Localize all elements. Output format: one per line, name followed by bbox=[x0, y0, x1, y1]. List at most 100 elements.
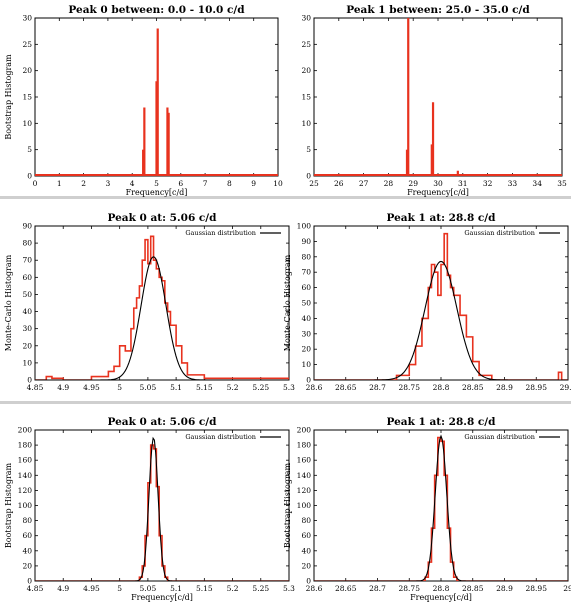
x-tick-label: 5.3 bbox=[283, 584, 295, 593]
y-tick-label: 30 bbox=[22, 14, 32, 23]
x-tick-label: 1 bbox=[57, 179, 62, 188]
gaussian-fit-curve bbox=[314, 260, 568, 380]
histogram-steps bbox=[314, 232, 568, 380]
x-tick-label: 5.05 bbox=[140, 584, 157, 593]
x-tick-label: 31 bbox=[458, 179, 468, 188]
y-tick-label: 25 bbox=[301, 40, 311, 49]
x-tick-label: 5.15 bbox=[196, 383, 213, 392]
y-tick-label: 0 bbox=[306, 577, 311, 586]
legend-label: Gaussian distribution bbox=[464, 433, 535, 441]
chart-panel-0: Peak 0 between: 0.0 - 10.0 c/d 0 1 2 3 4 5 6 7 8 9… bbox=[4, 4, 283, 197]
x-tick-label: 6 bbox=[178, 179, 183, 188]
y-tick-label: 70 bbox=[22, 256, 32, 265]
x-tick-label: 28.95 bbox=[526, 584, 548, 593]
y-tick-label: 80 bbox=[301, 516, 311, 525]
x-tick-label: 30 bbox=[433, 179, 443, 188]
y-axis-label: Monte-Carlo Histogram bbox=[283, 254, 292, 351]
x-tick-label: 4.9 bbox=[57, 584, 69, 593]
x-tick-label: 28.75 bbox=[399, 584, 421, 593]
legend-label: Gaussian distribution bbox=[464, 229, 535, 237]
x-tick-label: 5.3 bbox=[283, 383, 295, 392]
chart-panel-2: Peak 0 at: 5.06 c/d 4.85 4.9 4.95 5 5.05 5.1 5.… bbox=[4, 212, 295, 392]
y-tick-label: 120 bbox=[297, 486, 312, 495]
x-tick-label: 4.9 bbox=[57, 383, 69, 392]
y-tick-label: 200 bbox=[18, 426, 33, 435]
x-tick-label: 5.05 bbox=[140, 383, 157, 392]
x-tick-label: 28.9 bbox=[496, 584, 513, 593]
histogram-steps bbox=[35, 235, 289, 380]
y-tick-label: 30 bbox=[301, 329, 311, 338]
y-tick-label: 0 bbox=[27, 376, 32, 385]
chart-panel-3: Peak 1 at: 28.8 c/d 28.6 28.65 28.7 28.75 28.… bbox=[283, 212, 571, 392]
x-tick-label: 28.9 bbox=[496, 383, 513, 392]
gaussian-fit-curve bbox=[314, 434, 568, 581]
y-tick-label: 5 bbox=[27, 145, 32, 154]
x-tick-label: 25 bbox=[309, 179, 319, 188]
plot-frame bbox=[313, 17, 563, 177]
y-tick-label: 60 bbox=[22, 531, 32, 540]
chart-panel-5: Peak 1 at: 28.8 c/d 28.6 28.65 28.7 28.75 28.… bbox=[283, 416, 571, 602]
gaussian-fit-curve bbox=[35, 256, 289, 380]
plot-frame bbox=[34, 225, 290, 381]
x-tick-label: 33 bbox=[508, 179, 518, 188]
x-tick-label: 28.8 bbox=[433, 383, 450, 392]
y-tick-label: 10 bbox=[22, 358, 32, 367]
y-tick-label: 80 bbox=[22, 516, 32, 525]
y-tick-label: 10 bbox=[301, 119, 311, 128]
y-tick-label: 120 bbox=[18, 486, 33, 495]
y-tick-label: 40 bbox=[301, 546, 311, 555]
y-tick-label: 20 bbox=[301, 561, 311, 570]
y-tick-label: 160 bbox=[297, 456, 312, 465]
x-axis-label: Frequency[c/d] bbox=[410, 593, 472, 602]
x-tick-label: 34 bbox=[532, 179, 542, 188]
chart-title: Peak 1 at: 28.8 c/d bbox=[387, 416, 497, 428]
x-tick-label: 28.85 bbox=[462, 584, 484, 593]
chart-title: Peak 0 at: 5.06 c/d bbox=[108, 416, 218, 428]
x-tick-label: 28.65 bbox=[335, 383, 357, 392]
y-tick-label: 0 bbox=[27, 577, 32, 586]
x-tick-label: 5.15 bbox=[196, 584, 213, 593]
x-tick-label: 4.85 bbox=[27, 383, 44, 392]
chart-title: Peak 1 at: 28.8 c/d bbox=[387, 212, 497, 224]
x-tick-label: 28.75 bbox=[399, 383, 421, 392]
y-axis-label: Bootstrap Histogram bbox=[4, 54, 13, 140]
y-tick-label: 30 bbox=[22, 324, 32, 333]
y-tick-label: 20 bbox=[22, 341, 32, 350]
y-tick-label: 50 bbox=[22, 290, 32, 299]
x-tick-label: 5 bbox=[117, 584, 122, 593]
x-axis-label: Frequency[c/d] bbox=[126, 188, 188, 197]
y-tick-label: 60 bbox=[22, 273, 32, 282]
y-tick-label: 20 bbox=[22, 561, 32, 570]
x-tick-label: 29 bbox=[408, 179, 418, 188]
y-tick-label: 200 bbox=[297, 426, 312, 435]
y-tick-label: 140 bbox=[297, 471, 312, 480]
plot-frame bbox=[313, 429, 569, 582]
x-tick-label: 0 bbox=[33, 179, 38, 188]
y-tick-label: 15 bbox=[22, 93, 32, 102]
x-tick-label: 3 bbox=[106, 179, 111, 188]
x-tick-label: 5.2 bbox=[227, 383, 239, 392]
x-tick-label: 28.7 bbox=[369, 383, 386, 392]
chart-panel-4: Peak 0 at: 5.06 c/d 4.85 4.9 4.95 5 5.05 5.1 5.… bbox=[4, 416, 295, 602]
gaussian-fit-curve bbox=[35, 436, 289, 581]
x-tick-label: 28.6 bbox=[306, 584, 323, 593]
x-tick-label: 27 bbox=[359, 179, 369, 188]
y-axis-label: Bootstrap Histogram bbox=[4, 462, 13, 548]
y-tick-label: 180 bbox=[18, 441, 33, 450]
x-axis-label: Frequency[c/d] bbox=[131, 593, 193, 602]
chart-panel-1: Peak 1 between: 25.0 - 35.0 c/d 25 26 27 28 2… bbox=[301, 4, 567, 197]
x-tick-label: 28.8 bbox=[433, 584, 450, 593]
y-tick-label: 0 bbox=[306, 376, 311, 385]
y-tick-label: 10 bbox=[22, 119, 32, 128]
y-tick-label: 5 bbox=[306, 145, 311, 154]
y-tick-label: 0 bbox=[27, 172, 32, 181]
histogram-steps bbox=[314, 436, 568, 581]
x-tick-label: 28.65 bbox=[335, 584, 357, 593]
y-tick-label: 10 bbox=[301, 360, 311, 369]
y-tick-label: 60 bbox=[301, 283, 311, 292]
row-separator bbox=[0, 196, 571, 199]
y-tick-label: 20 bbox=[301, 345, 311, 354]
x-tick-label: 28.6 bbox=[306, 383, 323, 392]
y-tick-label: 100 bbox=[297, 501, 312, 510]
